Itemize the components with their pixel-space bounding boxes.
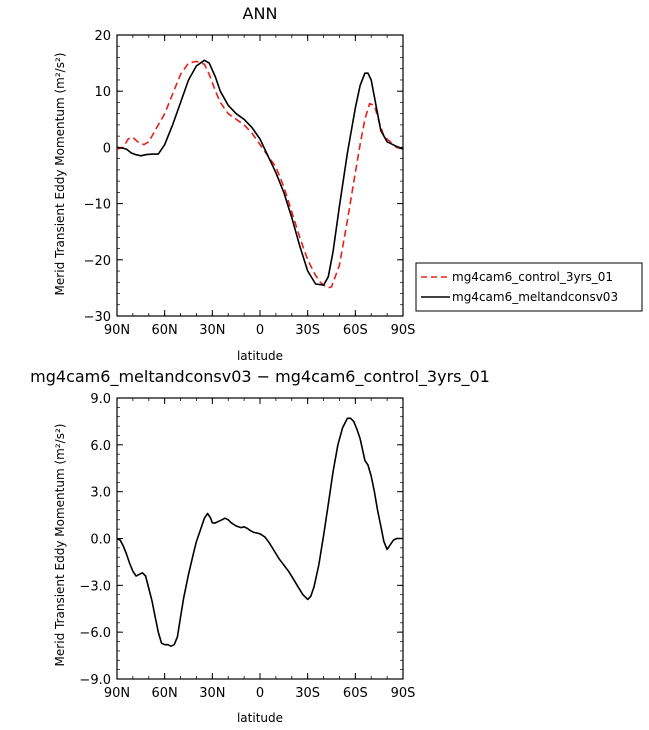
bottom-y-tick-label: 6.0 bbox=[90, 439, 111, 454]
top-x-tick-label: 30S bbox=[295, 323, 320, 338]
bottom-y-tick-label: −6.0 bbox=[79, 626, 111, 641]
top-x-tick-label: 0 bbox=[256, 323, 264, 338]
top-x-tick-label: 90S bbox=[391, 323, 416, 338]
bottom-x-tick-label: 30S bbox=[295, 686, 320, 701]
bottom-y-tick-label: −3.0 bbox=[79, 579, 111, 594]
bottom-panel-title: mg4cam6_meltandconsv03 − mg4cam6_control… bbox=[30, 367, 490, 387]
legend-box bbox=[415, 262, 643, 312]
bottom-x-tick-label: 60N bbox=[152, 686, 178, 701]
legend-control-label: mg4cam6_control_3yrs_01 bbox=[452, 270, 613, 284]
top-y-tick-label: 10 bbox=[94, 85, 111, 100]
top-y-tick-label: −30 bbox=[84, 310, 111, 325]
bottom-x-axis-label: latitude bbox=[237, 711, 283, 725]
bottom-y-tick-label: 0.0 bbox=[90, 533, 111, 548]
bottom-x-tick-label: 90S bbox=[391, 686, 416, 701]
bottom-panel: mg4cam6_meltandconsv03 − mg4cam6_control… bbox=[30, 367, 490, 725]
bottom-plot-area: 90N 60N 30N 0 30S 60S 90S 9.0 6.0 3.0 0.0 −3.0 −6.0 −… bbox=[79, 392, 415, 701]
bottom-x-tick-label: 30N bbox=[199, 686, 225, 701]
top-panel-title: ANN bbox=[243, 4, 278, 23]
legend: mg4cam6_control_3yrs_01 mg4cam6_meltandc… bbox=[415, 262, 643, 312]
top-x-tick-label: 30N bbox=[199, 323, 225, 338]
bottom-x-tick-label: 60S bbox=[343, 686, 368, 701]
top-y-tick-label: −10 bbox=[84, 198, 111, 213]
bottom-y-tick-label: 3.0 bbox=[90, 486, 111, 501]
bottom-y-tick-label: −9.0 bbox=[79, 673, 111, 688]
top-x-axis-label: latitude bbox=[237, 349, 283, 363]
bottom-x-tick-label: 0 bbox=[256, 686, 264, 701]
top-y-tick-label: 20 bbox=[94, 29, 111, 44]
top-x-tick-label: 90N bbox=[104, 323, 130, 338]
bottom-y-axis-label: Merid Transient Eddy Momentum (m²/s²) bbox=[53, 424, 67, 667]
top-y-tick-label: 0 bbox=[103, 141, 111, 156]
top-plot-area: 90N 60N 30N 0 30S 60S 90S 20 10 0 −10 −20 −30 bbox=[84, 29, 416, 338]
top-panel: ANN 90N 60N 30N 0 30S 60S 90S 20 10 0 −10 −20 −30 la… bbox=[53, 4, 415, 363]
bottom-y-tick-label: 9.0 bbox=[90, 392, 111, 407]
bottom-x-tick-label: 90N bbox=[104, 686, 130, 701]
top-x-tick-label: 60S bbox=[343, 323, 368, 338]
top-y-axis-label: Merid Transient Eddy Momentum (m²/s²) bbox=[53, 53, 67, 296]
top-series-line-2 bbox=[116, 59, 404, 286]
top-x-tick-label: 60N bbox=[152, 323, 178, 338]
legend-meltandconsv-label: mg4cam6_meltandconsv03 bbox=[452, 290, 618, 304]
top-y-tick-label: −20 bbox=[84, 254, 111, 269]
bottom-series-line-1 bbox=[116, 417, 403, 648]
